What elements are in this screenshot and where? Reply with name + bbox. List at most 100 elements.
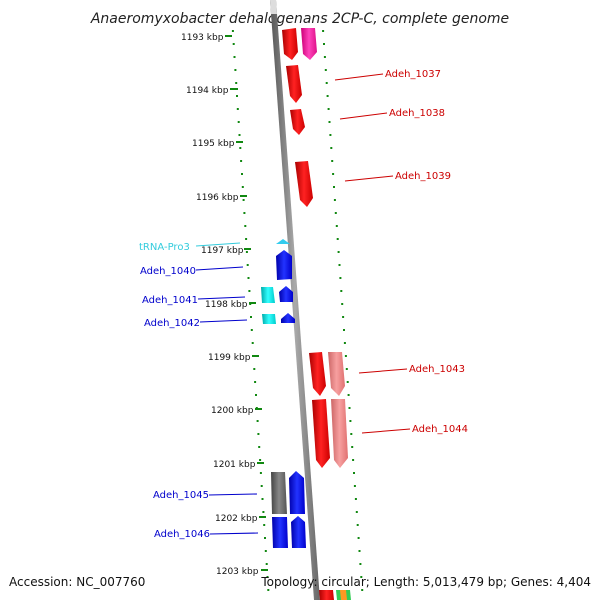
track-dot <box>266 576 269 578</box>
gene-arrow[interactable] <box>281 313 295 323</box>
gene-arrow[interactable] <box>289 471 305 514</box>
track-dot <box>322 30 325 32</box>
right-gene-labels: Adeh_1037 Adeh_1038 Adeh_1039 Adeh_1043 … <box>334 69 468 435</box>
leader-line <box>344 175 394 182</box>
map-title: Anaeromyxobacter dehalogenans 2CP-C, com… <box>90 11 509 27</box>
gene-arrow[interactable] <box>301 28 317 60</box>
tick-label: 1197 kbp <box>201 246 244 256</box>
gene-label-adeh-1044[interactable]: Adeh_1044 <box>412 424 468 435</box>
gene-arrow[interactable] <box>290 109 305 135</box>
leader-line <box>195 266 244 271</box>
track-dot <box>337 251 340 253</box>
genome-backbone <box>270 0 320 600</box>
gene-label-adeh-1039[interactable]: Adeh_1039 <box>395 171 451 182</box>
track-dot <box>333 186 335 188</box>
trna-arrow[interactable] <box>276 239 290 244</box>
leader-line <box>334 73 384 81</box>
leader-line <box>339 112 388 120</box>
track-dot <box>245 238 248 240</box>
track-dot <box>361 589 364 591</box>
gene-arrow[interactable] <box>261 287 275 303</box>
track-dot <box>239 147 242 149</box>
track-dot <box>359 563 362 565</box>
gene-label-adeh-1042[interactable]: Adeh_1042 <box>144 318 200 329</box>
track-dot <box>253 368 256 370</box>
left-dotted-track <box>231 30 270 591</box>
gene-arrow-bottom[interactable] <box>319 590 334 600</box>
gene-arrow-bottom[interactable] <box>340 590 347 600</box>
track-dot <box>323 56 326 58</box>
tick-label: 1198 kbp <box>205 300 248 310</box>
gene-arrow[interactable] <box>295 161 313 207</box>
forward-strand-genes <box>282 28 351 600</box>
track-dot <box>353 472 355 474</box>
track-dot <box>358 550 361 552</box>
gene-arrow[interactable] <box>309 352 326 396</box>
gene-label-adeh-1037[interactable]: Adeh_1037 <box>385 69 441 80</box>
track-dot <box>354 498 357 500</box>
track-dot <box>242 199 245 201</box>
track-dot <box>329 134 332 136</box>
track-dot <box>243 212 246 214</box>
left-gene-labels: tRNA-Pro3 Adeh_1040 Adeh_1041 Adeh_1042 … <box>139 242 259 540</box>
leader-line <box>199 319 248 323</box>
track-dot <box>254 381 257 383</box>
gene-label-adeh-1041[interactable]: Adeh_1041 <box>142 295 198 306</box>
track-dot <box>267 589 270 591</box>
leader-line <box>197 296 246 300</box>
track-dot <box>250 316 252 318</box>
gene-arrow[interactable] <box>328 352 345 396</box>
track-dot <box>344 355 347 357</box>
track-dot <box>258 446 261 448</box>
leader-line <box>358 368 408 374</box>
leader-line <box>361 428 411 434</box>
track-dot <box>340 290 343 292</box>
leader-line <box>209 532 259 535</box>
gene-arrow[interactable] <box>286 65 302 103</box>
gene-arrow[interactable] <box>271 472 287 514</box>
gene-label-adeh-1046[interactable]: Adeh_1046 <box>154 529 210 540</box>
track-dot <box>334 212 337 214</box>
leader-line <box>208 493 258 496</box>
track-dot <box>260 485 263 487</box>
track-dot <box>335 225 338 227</box>
gene-arrow[interactable] <box>312 399 330 468</box>
gene-label-adeh-1043[interactable]: Adeh_1043 <box>409 364 465 375</box>
track-dot <box>247 277 250 279</box>
tick-marks <box>225 35 268 571</box>
track-dot <box>342 316 345 318</box>
track-dot <box>255 394 257 396</box>
backbone-highlight <box>270 0 277 14</box>
gene-label-adeh-1040[interactable]: Adeh_1040 <box>140 266 196 277</box>
accession-text: Accession: NC_007760 <box>9 575 145 589</box>
gene-arrow[interactable] <box>291 516 306 548</box>
track-dot <box>263 524 266 526</box>
track-dot <box>236 95 238 97</box>
tick-label: 1199 kbp <box>208 353 251 363</box>
track-dot <box>351 446 354 448</box>
track-dot <box>241 186 244 188</box>
track-dot <box>349 420 352 422</box>
gene-arrow[interactable] <box>279 286 293 302</box>
gene-label-adeh-1038[interactable]: Adeh_1038 <box>389 108 445 119</box>
gene-arrow[interactable] <box>272 517 288 548</box>
tick-labels: 1193 kbp 1194 kbp 1195 kbp 1196 kbp 1197… <box>181 33 259 577</box>
track-dot <box>323 43 325 45</box>
track-dot <box>330 147 333 149</box>
track-dot <box>331 160 334 162</box>
gene-arrow[interactable] <box>276 250 292 280</box>
track-dot <box>357 537 360 539</box>
gene-arrow[interactable] <box>262 314 276 324</box>
track-dot <box>345 368 348 370</box>
gene-arrow[interactable] <box>282 28 298 60</box>
track-dot <box>324 69 327 71</box>
gene-label-trna-pro3[interactable]: tRNA-Pro3 <box>139 242 190 253</box>
track-dot <box>236 108 239 110</box>
track-dot <box>235 82 238 84</box>
track-dot <box>257 433 260 435</box>
track-dot <box>325 82 328 84</box>
track-dot <box>336 238 339 240</box>
track-dot <box>265 563 268 565</box>
gene-label-adeh-1045[interactable]: Adeh_1045 <box>153 490 209 501</box>
gene-arrow[interactable] <box>331 399 348 468</box>
